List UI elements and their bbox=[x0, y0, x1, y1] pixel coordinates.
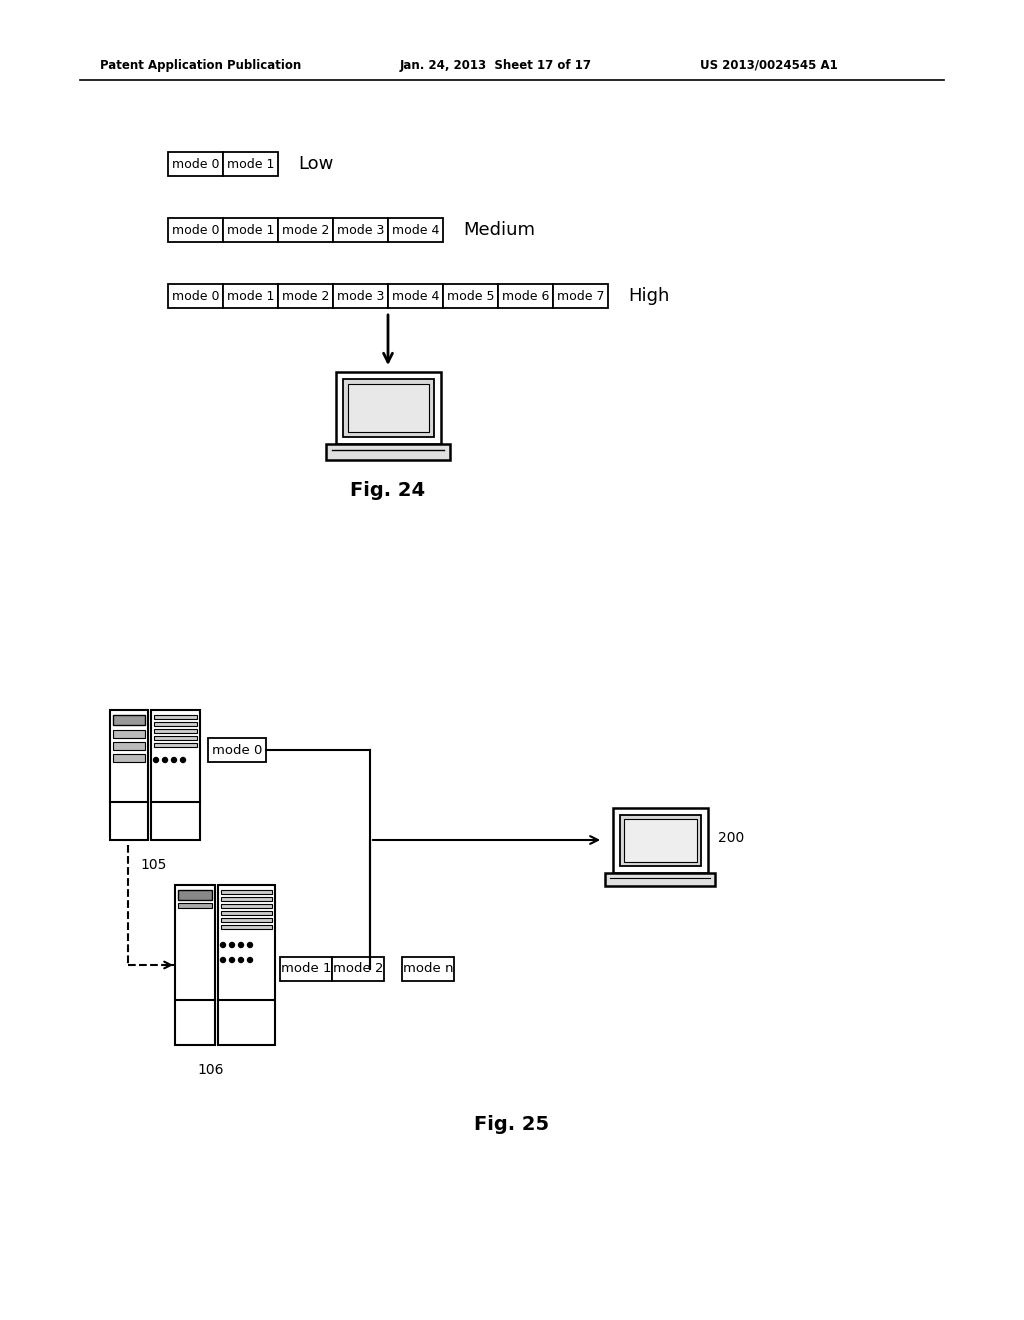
Text: mode 4: mode 4 bbox=[392, 289, 439, 302]
Bar bbox=[218, 884, 275, 1045]
Bar bbox=[624, 818, 696, 862]
Bar bbox=[221, 911, 272, 915]
Text: mode 3: mode 3 bbox=[337, 223, 384, 236]
Text: 200: 200 bbox=[718, 832, 744, 845]
Bar bbox=[168, 284, 223, 308]
Circle shape bbox=[163, 758, 168, 763]
Text: mode 7: mode 7 bbox=[557, 289, 604, 302]
Text: mode 1: mode 1 bbox=[226, 223, 274, 236]
Bar bbox=[168, 152, 223, 176]
Text: Fig. 25: Fig. 25 bbox=[474, 1115, 550, 1134]
Bar bbox=[221, 904, 272, 908]
Bar bbox=[498, 284, 553, 308]
Bar bbox=[154, 715, 197, 719]
Text: mode 2: mode 2 bbox=[333, 962, 383, 975]
Text: mode 2: mode 2 bbox=[282, 289, 329, 302]
Text: mode 2: mode 2 bbox=[282, 223, 329, 236]
Bar bbox=[333, 284, 388, 308]
Bar bbox=[332, 957, 384, 981]
Bar bbox=[280, 957, 332, 981]
Text: mode 1: mode 1 bbox=[281, 962, 331, 975]
Bar bbox=[223, 218, 278, 242]
Bar bbox=[113, 730, 145, 738]
Bar bbox=[278, 284, 333, 308]
Text: US 2013/0024545 A1: US 2013/0024545 A1 bbox=[700, 58, 838, 71]
Text: mode 3: mode 3 bbox=[337, 289, 384, 302]
Bar bbox=[113, 715, 145, 725]
Bar bbox=[553, 284, 608, 308]
Bar bbox=[208, 738, 266, 762]
Circle shape bbox=[154, 758, 159, 763]
Bar bbox=[113, 742, 145, 750]
Bar bbox=[178, 890, 212, 900]
Circle shape bbox=[220, 957, 225, 962]
Bar bbox=[113, 754, 145, 762]
Text: mode 0: mode 0 bbox=[172, 157, 219, 170]
Text: mode 1: mode 1 bbox=[226, 289, 274, 302]
Bar bbox=[221, 898, 272, 902]
Circle shape bbox=[229, 957, 234, 962]
Text: mode 6: mode 6 bbox=[502, 289, 549, 302]
Text: 105: 105 bbox=[140, 858, 166, 873]
Text: mode 0: mode 0 bbox=[172, 289, 219, 302]
Bar bbox=[605, 873, 715, 886]
Bar bbox=[278, 218, 333, 242]
Text: Fig. 24: Fig. 24 bbox=[350, 482, 426, 500]
Circle shape bbox=[229, 942, 234, 948]
Bar bbox=[154, 722, 197, 726]
Text: mode 0: mode 0 bbox=[172, 223, 219, 236]
Bar bbox=[443, 284, 498, 308]
Bar bbox=[175, 884, 215, 1045]
Text: High: High bbox=[628, 286, 670, 305]
Text: Patent Application Publication: Patent Application Publication bbox=[100, 58, 301, 71]
Circle shape bbox=[239, 957, 244, 962]
Bar bbox=[326, 444, 450, 459]
Bar bbox=[336, 372, 440, 444]
Bar bbox=[333, 218, 388, 242]
Bar bbox=[223, 152, 278, 176]
Bar bbox=[151, 710, 200, 840]
Bar bbox=[178, 903, 212, 908]
Text: mode n: mode n bbox=[402, 962, 454, 975]
Circle shape bbox=[180, 758, 185, 763]
Bar bbox=[223, 284, 278, 308]
Bar bbox=[388, 218, 443, 242]
Circle shape bbox=[171, 758, 176, 763]
Bar bbox=[347, 384, 428, 432]
Bar bbox=[154, 737, 197, 741]
Text: 106: 106 bbox=[197, 1063, 223, 1077]
Bar bbox=[221, 925, 272, 929]
Bar bbox=[402, 957, 454, 981]
Bar bbox=[388, 284, 443, 308]
Bar bbox=[168, 218, 223, 242]
Bar bbox=[110, 710, 148, 840]
Circle shape bbox=[239, 942, 244, 948]
Bar bbox=[154, 743, 197, 747]
Text: mode 4: mode 4 bbox=[392, 223, 439, 236]
Text: mode 0: mode 0 bbox=[212, 743, 262, 756]
Bar bbox=[154, 729, 197, 733]
Circle shape bbox=[220, 942, 225, 948]
Bar bbox=[221, 890, 272, 894]
Text: Jan. 24, 2013  Sheet 17 of 17: Jan. 24, 2013 Sheet 17 of 17 bbox=[400, 58, 592, 71]
Text: Low: Low bbox=[298, 154, 334, 173]
Text: mode 1: mode 1 bbox=[226, 157, 274, 170]
Bar bbox=[612, 808, 708, 873]
Bar bbox=[342, 379, 433, 437]
Bar bbox=[221, 917, 272, 921]
Circle shape bbox=[248, 957, 253, 962]
Circle shape bbox=[248, 942, 253, 948]
Text: mode 5: mode 5 bbox=[446, 289, 495, 302]
Text: Medium: Medium bbox=[463, 220, 535, 239]
Bar bbox=[620, 814, 700, 866]
